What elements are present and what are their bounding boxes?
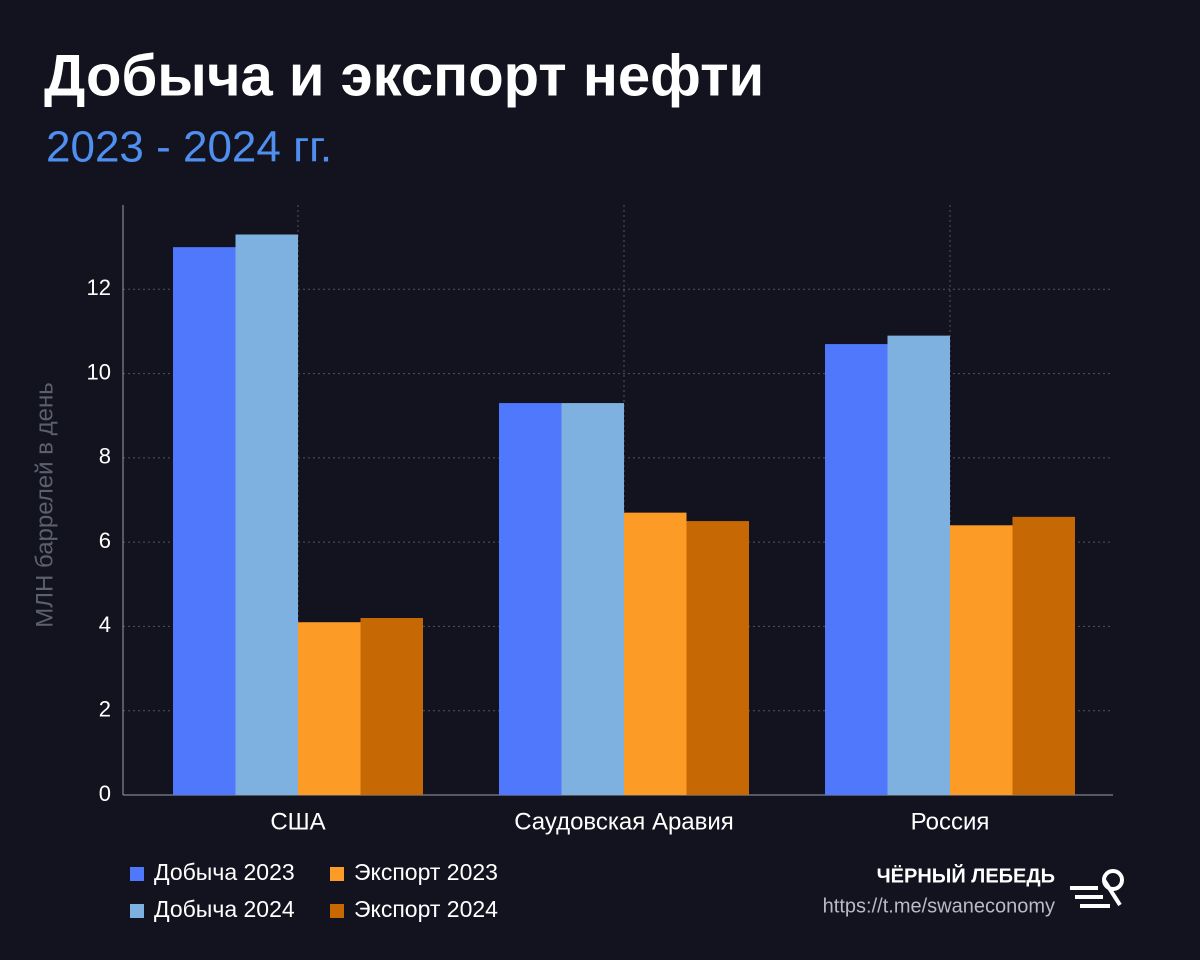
bar (950, 525, 1013, 795)
bar (499, 403, 562, 795)
bar (624, 512, 687, 795)
x-tick-label: США (270, 808, 325, 835)
y-axis-label: МЛН баррелей в день (31, 382, 58, 627)
brand: ЧЁРНЫЙ ЛЕБЕДЬ (877, 863, 1055, 887)
bar (825, 344, 888, 795)
chart-subtitle: 2023 - 2024 гг. (46, 123, 332, 172)
x-tick-label: Россия (911, 808, 990, 835)
y-tick-label: 10 (87, 359, 111, 384)
y-tick-label: 6 (99, 528, 111, 553)
legend-swatch (130, 904, 144, 918)
x-tick-label: Саудовская Аравия (514, 808, 734, 835)
bar (360, 618, 423, 795)
y-tick-label: 12 (87, 275, 111, 300)
legend-label: Экспорт 2024 (354, 896, 498, 922)
bar (686, 521, 749, 795)
bar (1012, 516, 1075, 795)
y-tick-label: 2 (99, 697, 111, 722)
bar (561, 403, 624, 795)
legend-label: Добыча 2023 (154, 859, 295, 885)
logo (1070, 869, 1124, 908)
legend-swatch (330, 904, 344, 918)
legend-swatch (130, 867, 144, 881)
bar (173, 247, 236, 796)
url: https://t.me/swaneconomy (823, 895, 1055, 917)
legend-label: Добыча 2024 (154, 896, 295, 922)
bar (298, 622, 361, 795)
chart-title: Добыча и экспорт нефти (44, 43, 764, 108)
y-tick-label: 8 (99, 444, 111, 469)
legend-label: Экспорт 2023 (354, 859, 498, 885)
legend-swatch (330, 867, 344, 881)
y-tick-label: 0 (99, 781, 111, 806)
bar (887, 335, 950, 795)
y-tick-label: 4 (99, 612, 111, 637)
bar (235, 234, 298, 795)
